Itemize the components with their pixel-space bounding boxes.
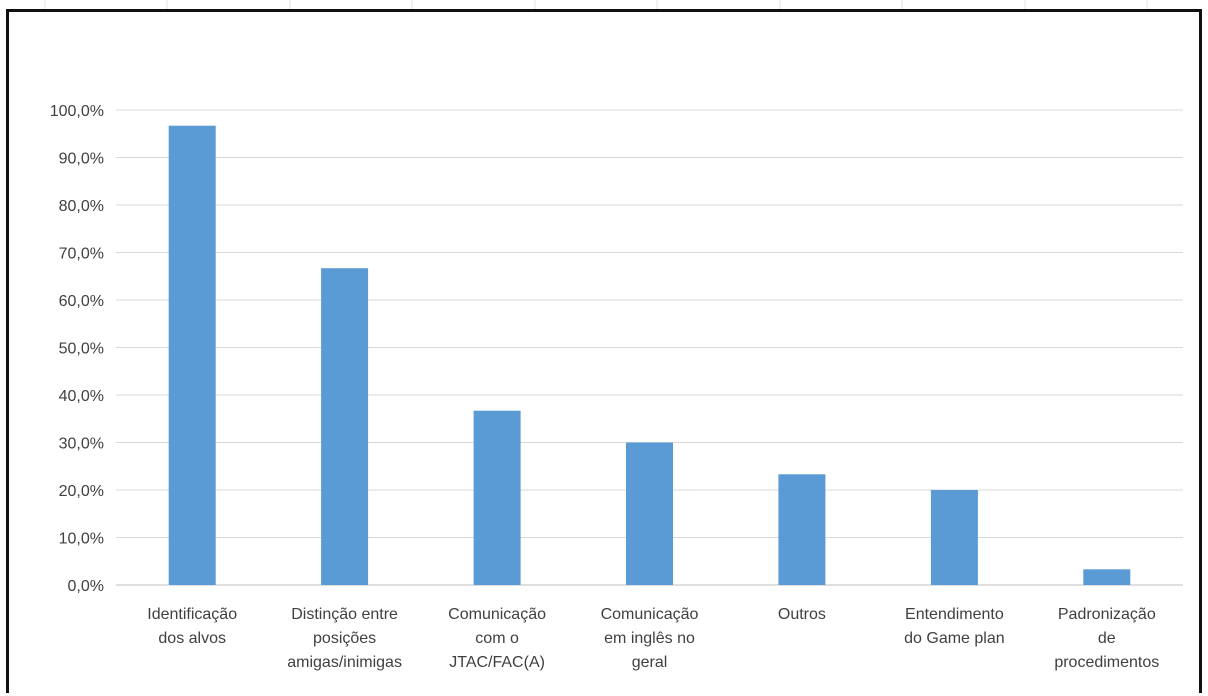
y-tick-label: 20,0% [59,483,104,500]
x-category-label-line: amigas/inimigas [287,654,402,671]
x-category-label-line: procedimentos [1054,654,1159,671]
x-category-label-line: dos alvos [158,630,226,647]
x-category-label: Identificação dos alvos [147,606,237,647]
x-category-label-line: Distinção entre [291,606,398,623]
y-tick-label: 80,0% [59,198,104,215]
y-tick-label: 40,0% [59,388,104,405]
y-axis-ticks: 0,0% 10,0% 20,0% 30,0% 40,0% 50,0% 60,0% 70,0% 8… [50,103,104,595]
bar-chart: 0,0% 10,0% 20,0% 30,0% 40,0% 50,0% 60,0% 70,0% 8… [50,103,1183,671]
x-category-label: Comunicação com o JTAC/FAC(A) [448,606,546,671]
x-category-label-line: Entendimento [905,606,1004,623]
x-category-label-line: Identificação [147,606,237,623]
x-category-label: Entendimento do Game plan [904,606,1005,647]
x-category-label: Comunicação em inglês no geral [601,606,699,671]
x-category-label: Padronização de procedimentos [1054,606,1159,671]
y-tick-label: 60,0% [59,293,104,310]
x-category-label-line: geral [632,654,668,671]
x-category-label-line: Outros [778,606,826,623]
x-category-label-line: do Game plan [904,630,1005,647]
bar[interactable] [626,442,673,586]
x-category-label-line: Comunicação [601,606,699,623]
y-tick-label: 70,0% [59,246,104,263]
y-tick-label: 50,0% [59,341,104,358]
bar[interactable] [1083,569,1131,585]
y-tick-label: 90,0% [59,151,104,168]
x-category-label-line: JTAC/FAC(A) [449,654,545,671]
x-category-label-line: de [1098,630,1116,647]
x-category-label-line: em inglês no [604,630,695,647]
x-axis-categories: Identificação dos alvos Distinção entre pos… [147,606,1159,671]
x-category-label: Distinção entre posições amigas/inimigas [287,606,402,671]
y-tick-label: 100,0% [50,103,104,120]
bar[interactable] [321,268,369,585]
x-category-label-line: Padronização [1058,606,1156,623]
y-tick-label: 10,0% [59,531,104,548]
chart-frame[interactable]: 0,0% 10,0% 20,0% 30,0% 40,0% 50,0% 60,0% 70,0% 8… [6,9,1202,693]
x-category-label-line: posições [313,630,376,647]
x-category-label: Outros [778,606,826,623]
bars [168,125,1131,586]
bar[interactable] [168,125,216,585]
bar[interactable] [473,410,521,585]
bar[interactable] [778,474,826,585]
bar[interactable] [930,490,978,585]
y-tick-label: 30,0% [59,436,104,453]
x-category-label-line: Comunicação [448,606,546,623]
y-tick-label: 0,0% [68,578,104,595]
x-category-label-line: com o [475,630,519,647]
